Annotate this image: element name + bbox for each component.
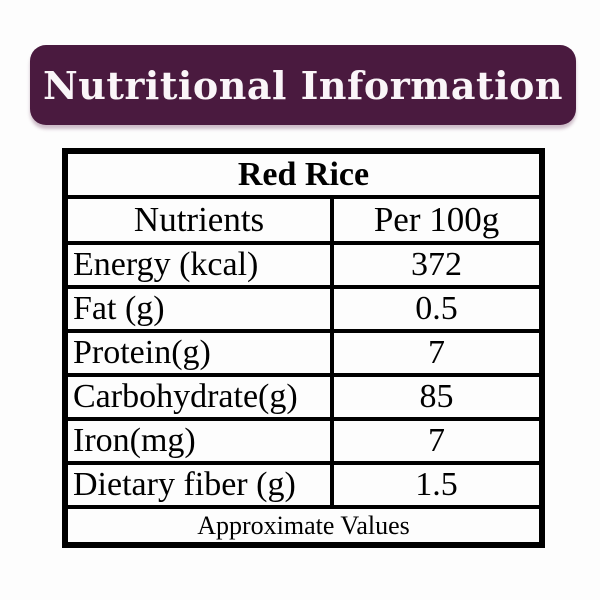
column-header-per-100g: Per 100g xyxy=(330,195,544,245)
nutrient-value: 372 xyxy=(330,241,544,289)
table-row: Fat (g) 0.5 xyxy=(62,285,544,333)
table-title-row: Red Rice xyxy=(63,149,544,199)
table-row: Carbohydrate(g) 85 xyxy=(62,373,544,421)
nutrient-label: Iron(mg) xyxy=(62,417,335,465)
nutrient-value: 7 xyxy=(330,417,544,465)
column-header-nutrients: Nutrients xyxy=(62,195,335,245)
header-banner: Nutritional Information xyxy=(30,45,576,125)
table-footer-row: Approximate Values xyxy=(63,505,544,547)
nutrient-label: Carbohydrate(g) xyxy=(62,373,335,421)
nutrient-label: Dietary fiber (g) xyxy=(62,461,335,509)
table-title: Red Rice xyxy=(63,149,544,199)
nutrient-value: 1.5 xyxy=(330,461,544,509)
page-title: Nutritional Information xyxy=(42,62,564,108)
table-row: Dietary fiber (g) 1.5 xyxy=(62,461,544,509)
nutrient-value: 85 xyxy=(330,373,544,421)
nutrient-value: 0.5 xyxy=(330,285,544,333)
nutrient-value: 7 xyxy=(330,329,544,377)
approximate-values-note: Approximate Values xyxy=(63,505,544,547)
table-row: Iron(mg) 7 xyxy=(62,417,544,465)
nutrient-label: Fat (g) xyxy=(62,285,335,333)
nutrient-label: Energy (kcal) xyxy=(62,241,335,289)
nutrition-table: Red Rice Nutrients Per 100g Energy (kcal… xyxy=(62,148,545,548)
table-row: Protein(g) 7 xyxy=(62,329,544,377)
table-header-row: Nutrients Per 100g xyxy=(62,195,544,245)
table-row: Energy (kcal) 372 xyxy=(62,241,544,289)
nutrient-label: Protein(g) xyxy=(62,329,335,377)
